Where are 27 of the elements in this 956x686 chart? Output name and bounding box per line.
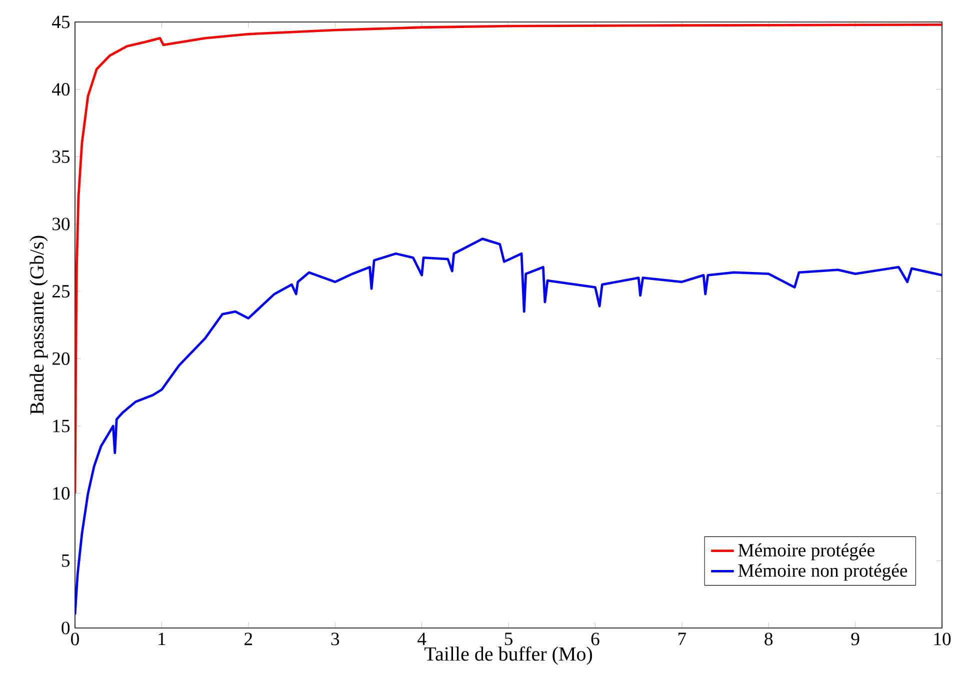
y-tick-label: 25 [52,285,70,298]
y-tick-label: 10 [53,487,70,500]
line-series [75,238,942,616]
x-tick-label: 0 [71,632,79,646]
x-tick-label: 6 [591,632,600,646]
y-tick-label: 35 [52,150,70,163]
y-tick-label: 15 [53,420,70,432]
y-tick-label: 20 [52,352,70,365]
x-axis-title: Taille de buffer (Mo) [424,646,592,665]
y-tick-label: 30 [52,218,70,230]
y-tick-label: 5 [62,554,70,567]
y-tick-label: 0 [62,622,70,634]
y-tick-label: 45 [52,16,70,28]
legend-label: Mémoire protégée [738,543,874,560]
x-tick-label: 10 [934,632,951,646]
x-tick-label: 5 [504,632,512,646]
x-tick-label: 7 [678,632,686,645]
y-tick-label: 40 [52,83,70,96]
y-axis-title: Bande passante (Gb/s) [30,236,48,414]
x-tick-label: 4 [417,632,426,645]
x-tick-label: 3 [331,632,340,646]
legend-label: Mémoire non protégée [738,564,908,581]
x-tick-label: 9 [851,632,860,646]
x-tick-label: 8 [764,632,773,646]
line-series [75,23,942,495]
x-tick-label: 2 [244,632,252,646]
x-tick-label: 1 [158,632,166,646]
